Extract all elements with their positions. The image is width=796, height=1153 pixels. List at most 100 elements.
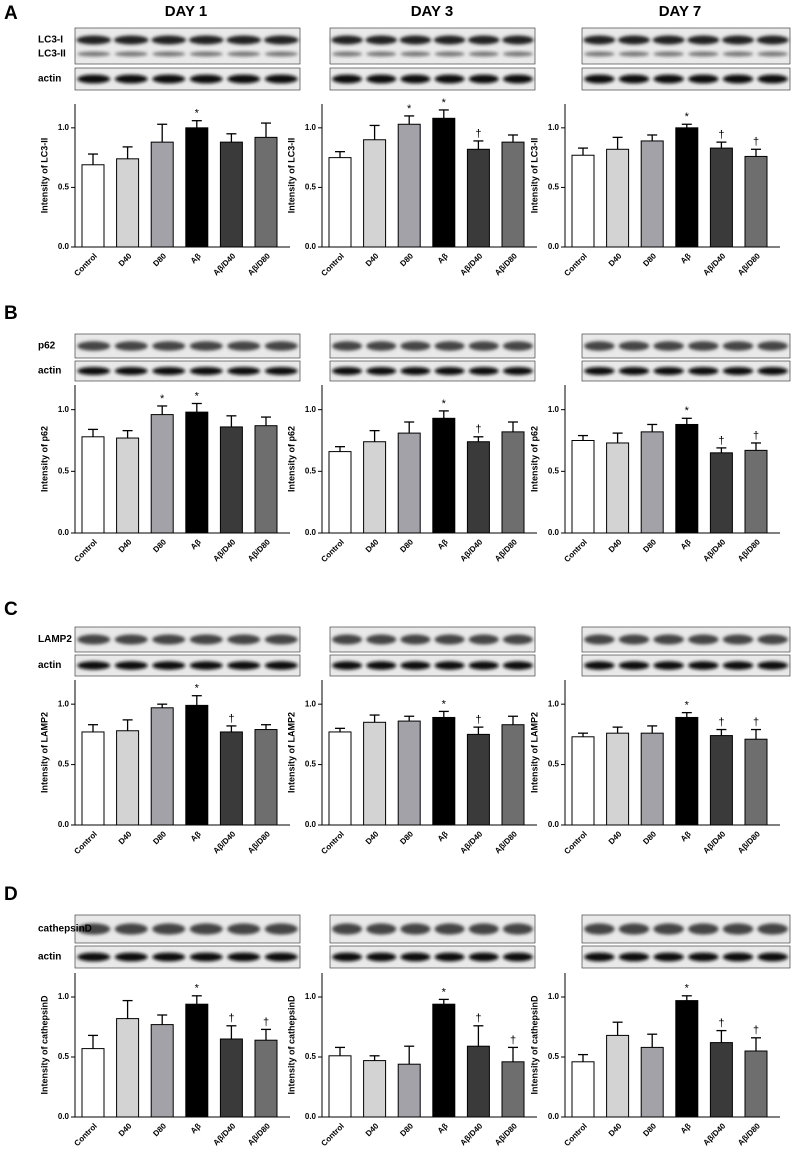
blot-band: [264, 367, 298, 375]
blot-band: [688, 51, 719, 57]
y-tick-label: 0.0: [305, 1112, 317, 1121]
y-tick-label: 1.0: [58, 123, 70, 132]
blot-band: [584, 341, 615, 351]
blot-band: [502, 35, 534, 45]
blot-band: [618, 634, 650, 645]
blot-label: cathepsinD: [38, 924, 92, 935]
x-tick-label: Aβ: [679, 537, 693, 551]
x-tick-label: Aβ/D40: [458, 1121, 484, 1147]
blot-band: [366, 634, 397, 645]
significance-mark: †: [475, 1013, 481, 1025]
blot-band: [757, 74, 788, 84]
blot-band: [468, 35, 500, 45]
blot-band: [77, 634, 111, 645]
bar: [432, 716, 456, 826]
x-tick-label: Control: [72, 1122, 98, 1148]
blot-frame: [581, 914, 791, 944]
significance-mark: *: [685, 405, 690, 417]
significance-mark: *: [195, 390, 200, 402]
x-tick-label: Aβ: [189, 537, 203, 551]
x-tick-label: D40: [607, 251, 624, 268]
blot-band: [264, 35, 299, 45]
blot-frame: [329, 654, 536, 677]
bar: [466, 441, 490, 534]
blot-label: actin: [38, 660, 61, 671]
blot-band: [757, 661, 788, 670]
x-tick-label: Aβ/D80: [246, 251, 272, 277]
bar: [432, 1003, 456, 1118]
column-heading: DAY 1: [165, 3, 208, 20]
bar: [675, 127, 699, 248]
blot-band: [687, 35, 720, 45]
blot-band: [618, 952, 650, 962]
blot-label: actin: [38, 366, 61, 377]
blot-band: [653, 952, 684, 962]
blot-band: [189, 74, 223, 84]
blot-band: [468, 51, 499, 57]
y-tick-label: 1.0: [548, 123, 560, 132]
blot-band: [227, 952, 261, 962]
x-tick-label: Aβ/D40: [211, 1121, 237, 1147]
blot-frame: [581, 626, 791, 653]
blot-frame: [74, 27, 301, 65]
y-tick-label: 0.0: [305, 242, 317, 251]
bar: [640, 431, 664, 534]
blot-band: [468, 952, 499, 962]
x-tick-label: D80: [151, 251, 168, 268]
blot-band: [584, 51, 615, 57]
significance-mark: *: [685, 700, 690, 712]
blot-band: [502, 952, 533, 962]
bar: [397, 720, 421, 826]
bar: [640, 1046, 664, 1118]
x-tick-label: Control: [319, 830, 345, 856]
x-tick-label: D40: [117, 251, 134, 268]
blot-band: [332, 51, 363, 57]
y-tick-label: 0.5: [305, 760, 317, 769]
blot-label: p62: [38, 341, 56, 352]
significance-mark: †: [718, 435, 724, 447]
y-axis-label: Intensity of LC3-II: [529, 138, 539, 214]
bar: [363, 441, 387, 534]
blot-band: [366, 367, 397, 375]
column-heading: DAY 7: [659, 3, 702, 20]
blot-band: [227, 367, 261, 375]
significance-mark: †: [753, 1025, 759, 1037]
blot-frame: [329, 914, 536, 944]
blot-frame: [74, 626, 301, 653]
x-tick-label: Aβ/D40: [211, 537, 237, 563]
y-tick-label: 1.0: [58, 699, 70, 708]
blot-band: [434, 634, 465, 645]
bar: [640, 140, 664, 248]
y-tick-label: 0.5: [58, 1052, 70, 1061]
blot-band: [468, 74, 499, 84]
blot-band: [722, 367, 754, 375]
x-tick-label: D80: [151, 1121, 168, 1138]
blot-band: [189, 634, 223, 645]
bar: [432, 117, 456, 248]
x-tick-label: Control: [72, 830, 98, 856]
blot-band: [502, 661, 533, 670]
bar: [219, 731, 243, 826]
x-tick-label: Aβ/D40: [701, 829, 727, 855]
x-tick-label: Aβ: [189, 829, 203, 843]
blot-band: [152, 51, 186, 57]
blot-frame: [74, 67, 301, 91]
y-axis-label: Intensity of LC3-II: [286, 138, 296, 214]
blot-band: [757, 367, 788, 375]
bar: [675, 1000, 699, 1118]
blot-band: [502, 367, 533, 375]
bar: [116, 158, 140, 248]
blot-frame: [74, 945, 301, 969]
blot-band: [652, 35, 685, 45]
x-tick-label: Aβ/D80: [493, 1121, 519, 1147]
blot-band: [227, 923, 261, 935]
significance-mark: †: [718, 129, 724, 141]
blot-band: [722, 923, 754, 935]
bar: [571, 1061, 595, 1118]
bar: [606, 1034, 630, 1118]
blot-band: [468, 634, 499, 645]
blot-band: [332, 367, 363, 375]
blot-band: [227, 74, 261, 84]
y-tick-label: 0.0: [548, 242, 560, 251]
